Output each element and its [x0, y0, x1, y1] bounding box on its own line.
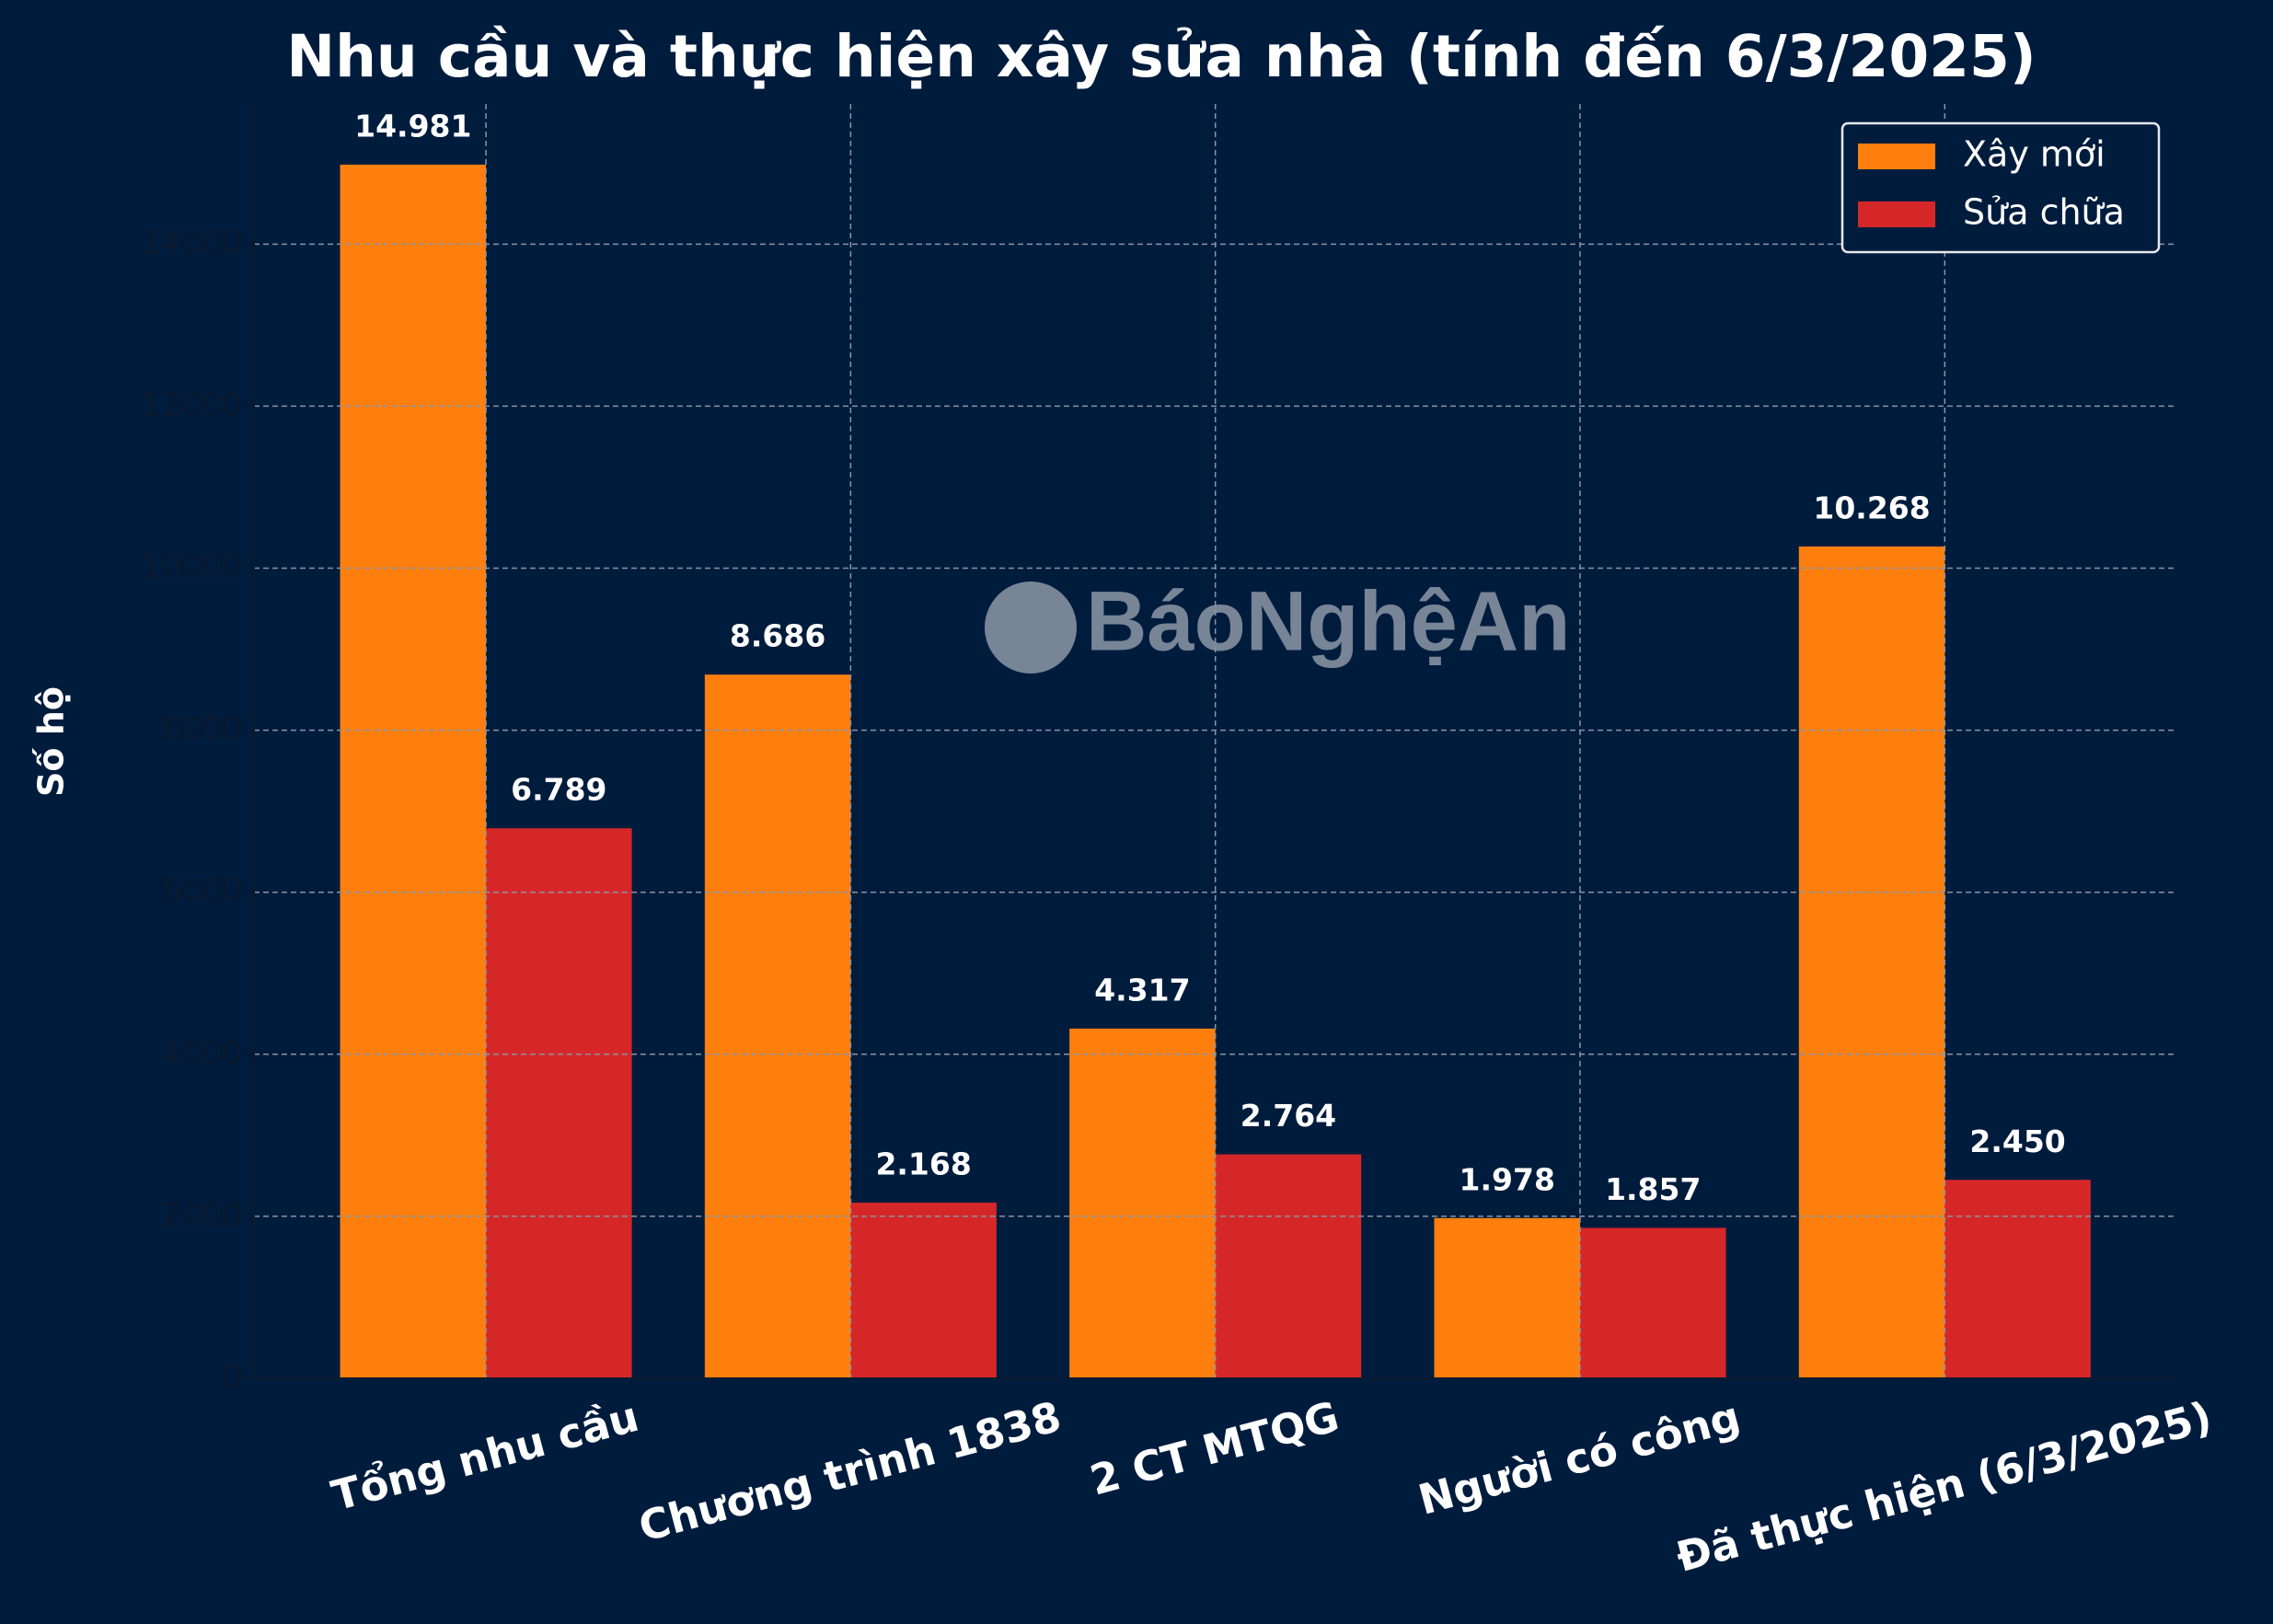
y-tick-label: 12000: [141, 386, 243, 423]
bar: [486, 828, 632, 1378]
legend-swatch: [1858, 144, 1935, 169]
value-label: 14.981: [354, 108, 471, 144]
value-label: 10.268: [1813, 490, 1930, 525]
bar: [850, 1203, 997, 1378]
y-tick-label: 10000: [141, 549, 243, 586]
y-tick-label: 8000: [161, 711, 243, 748]
watermark-group: BáoNghệAn: [985, 574, 1570, 674]
watermark: BáoNghệAn: [1086, 574, 1570, 668]
bar: [1069, 1028, 1216, 1378]
value-label: 1.857: [1605, 1171, 1701, 1207]
bar: [1434, 1217, 1581, 1378]
chart-title: Nhu cầu và thực hiện xây sửa nhà (tính đ…: [286, 23, 2036, 90]
value-label: 2.450: [1969, 1123, 2065, 1159]
bar: [1944, 1180, 2091, 1378]
value-label: 2.764: [1240, 1098, 1336, 1134]
y-axis-label: Số hộ: [31, 686, 72, 797]
legend-label: Xây mới: [1963, 134, 2106, 175]
y-tick-label: 4000: [161, 1035, 243, 1072]
bar: [1798, 546, 1945, 1378]
y-tick-label: 2000: [161, 1197, 243, 1234]
watermark-logo: [985, 582, 1077, 674]
y-tick-label: 0: [223, 1359, 243, 1396]
legend-swatch: [1858, 202, 1935, 227]
bar: [704, 674, 851, 1378]
bar: [1215, 1154, 1362, 1378]
bar: [1580, 1227, 1726, 1378]
value-label: 6.789: [511, 772, 606, 808]
bar: [340, 164, 487, 1378]
value-label: 4.317: [1094, 972, 1190, 1008]
legend-label: Sửa chữa: [1963, 192, 2125, 233]
grid: [254, 243, 2175, 1217]
y-tick-label: 6000: [161, 873, 243, 910]
value-label: 1.978: [1460, 1161, 1555, 1197]
value-label: 8.686: [730, 618, 825, 654]
value-label: 2.168: [875, 1146, 971, 1182]
y-tick-label: 14000: [141, 225, 243, 261]
